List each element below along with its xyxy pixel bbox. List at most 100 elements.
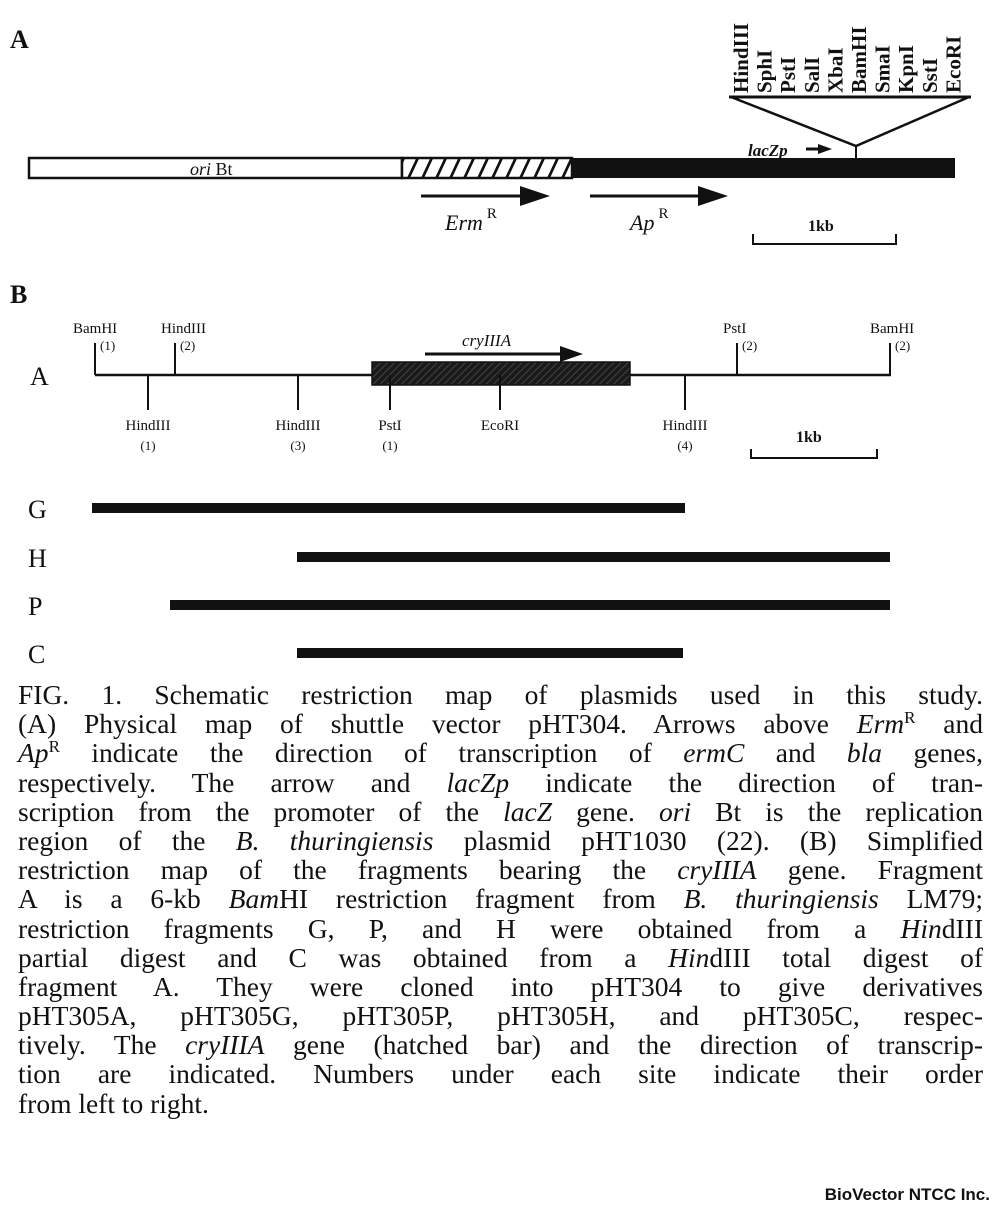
caption-text: cryIIIA [677,854,757,886]
caption-line: pHT305A, pHT305G, pHT305P, pHT305H, and … [18,1001,983,1030]
caption-text: region of the [18,824,236,856]
site-name: BamHI [870,321,914,337]
caption-text: gene. Fragment [756,854,983,886]
caption-text: restriction fragments G, P, and H were o… [18,912,901,944]
polylinker-site-label: BamHI [847,26,871,93]
caption-text: tively. The [18,1029,186,1061]
polylinker-triangle [730,95,970,148]
polylinker-site-label: KpnI [894,45,918,93]
caption-text: ori [659,795,692,827]
caption-text: tion are indicated. Numbers under each s… [18,1058,983,1090]
erm-label: Erm R [444,206,497,235]
caption-text: bla [846,737,883,769]
caption-line: respectively. The arrow and lacZp indica… [18,766,983,798]
figure-caption: FIG. 1. Schematic restriction map of pla… [18,680,983,1118]
caption-line: tively. The cryIIIA gene (hatched bar) a… [18,1030,983,1059]
caption-text: from left to right. [18,1087,209,1119]
scale-bar-a-label: 1kb [808,218,834,235]
site-order: (4) [677,438,692,453]
caption-text: HI restriction fragment from [279,883,684,915]
erm-arrow-icon [421,186,550,206]
caption-text: gene (hatched bar) and the direction of … [264,1029,983,1061]
scale-bar-a [752,234,897,245]
caption-text: Hin [900,912,942,944]
caption-text: lacZ [503,795,553,827]
site-name: PstI [378,418,401,434]
site-name: PstI [723,321,746,337]
plasmid-pht304-map: ori Bt HindIII SphI PstI SalI XbaI BamHI SmaI K… [27,23,971,245]
caption-text: plasmid pHT1030 (22). (B) Simplified [433,824,984,856]
lacz-promoter-label: lacZp [748,141,788,160]
caption-text: respectively. The arrow and [18,766,447,798]
caption-text: FIG. 1. Schematic restriction map of pla… [18,679,983,710]
site-name: EcoRI [481,418,519,434]
polylinker-site-label: SstI [918,58,942,93]
fragment-bar [297,648,683,658]
fragment-bar [297,552,890,562]
caption-text: lacZp [446,766,510,798]
black-vector-segment [572,158,955,178]
caption-line: tion are indicated. Numbers under each s… [18,1059,983,1088]
caption-text: Hin [668,941,710,973]
fragment-label: P [28,592,42,621]
caption-text: indicate the direction of tran- [509,766,983,798]
polylinker-site-label: SphI [753,50,777,93]
site-order: (2) [180,338,195,353]
panel-a-label: A [10,25,29,54]
scale-bar-b [750,449,878,459]
lacz-arrow-icon [806,144,832,154]
polylinker-site-label: SalI [800,57,824,93]
caption-text: genes, [882,737,983,769]
caption-text: scription from the promoter of the [18,795,504,827]
site-order: (1) [100,338,115,353]
caption-text: fragment A. They were cloned into pHT304… [18,970,983,1002]
site-name: HindIII [276,418,321,434]
ori-bt-label: ori Bt [190,159,233,179]
caption-text: restriction map of the fragments bearing… [18,854,678,886]
polylinker-site-label: PstI [776,57,800,93]
watermark: BioVector NTCC Inc. [824,1185,990,1204]
site-name: HindIII [161,321,206,337]
caption-text: ermC [683,737,745,769]
polylinker-site-label: HindIII [729,23,753,93]
caption-line: (A) Physical map of shuttle vector pHT30… [18,709,983,738]
fragment-bar [92,503,685,513]
caption-line: fragment A. They were cloned into pHT304… [18,972,983,1001]
caption-text: and [915,708,983,740]
fragment-bar [170,600,890,610]
site-order: (1) [382,438,397,453]
cryiiia-label: cryIIIA [462,331,512,350]
caption-line: FIG. 1. Schematic restriction map of pla… [18,680,983,709]
caption-line: scription from the promoter of the lacZ … [18,797,983,826]
caption-text: cryIIIA [185,1029,265,1061]
caption-text: Bam [228,883,280,915]
caption-text: B. thuringiensis [235,824,434,856]
site-name: HindIII [663,418,708,434]
restriction-sites: BamHI(1)HindIII(2)PstI(2)BamHI(2)HindIII… [73,321,914,453]
fragment-label: G [28,495,47,524]
erm-hatched-segment [400,156,574,180]
caption-text: Bt is the replication [691,795,983,827]
polylinker-site-labels: HindIII SphI PstI SalI XbaI BamHI SmaI KpnI SstI… [729,23,965,93]
site-order: (1) [140,438,155,453]
panel-b-label: B [10,280,27,309]
cryiiia-arrow-icon [425,346,583,362]
caption-text: indicate the direction of transcription … [59,737,684,769]
caption-text: pHT305A, pHT305G, pHT305P, pHT305H, and … [18,1000,983,1032]
ap-arrow-icon [590,186,728,206]
caption-text: Ap [18,737,49,769]
scale-bar-b-label: 1kb [796,429,822,446]
caption-line: region of the B. thuringiensis plasmid p… [18,826,983,855]
caption-text: R [904,708,916,728]
fragment-label: C [28,640,45,669]
site-order: (3) [290,438,305,453]
caption-line: from left to right. [18,1089,983,1118]
polylinker-site-label: SmaI [871,45,895,93]
fragment-a-label: A [30,362,49,391]
caption-text: B. thuringiensis [683,883,879,915]
caption-text: partial digest and C was obtained from a [18,941,669,973]
caption-line: partial digest and C was obtained from a… [18,943,983,972]
caption-line: ApR indicate the direction of transcript… [18,738,983,767]
